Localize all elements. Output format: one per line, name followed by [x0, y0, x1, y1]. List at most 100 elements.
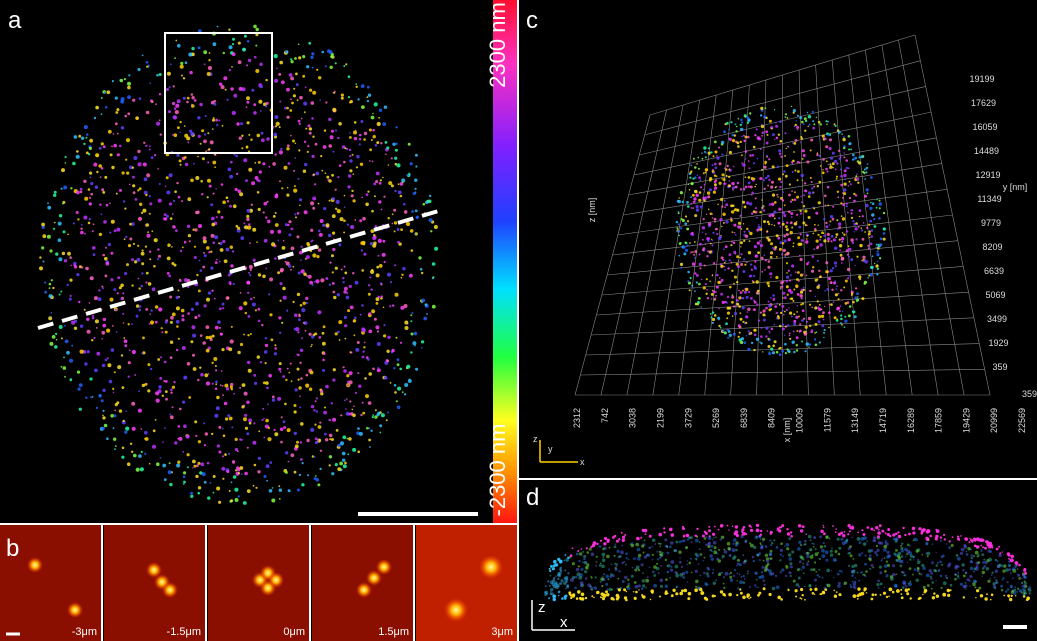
dot — [765, 559, 770, 563]
dot — [222, 51, 225, 55]
dot — [699, 179, 702, 182]
dot — [171, 312, 176, 317]
dot — [110, 219, 115, 224]
dot — [311, 455, 315, 458]
dot — [873, 218, 876, 221]
dot — [342, 281, 345, 284]
dot — [401, 273, 404, 276]
dot — [191, 96, 195, 100]
dot — [169, 320, 173, 324]
dot — [600, 562, 602, 565]
dot — [678, 197, 680, 199]
dot — [976, 545, 980, 549]
profile-line — [37, 208, 443, 330]
dot — [799, 257, 803, 262]
dot — [801, 158, 804, 160]
dot — [95, 105, 99, 110]
dot — [877, 587, 880, 589]
dot — [718, 181, 722, 185]
dot — [332, 378, 336, 382]
dot — [818, 575, 821, 578]
dot — [752, 162, 756, 165]
dot — [768, 592, 772, 597]
dot — [825, 221, 828, 225]
dot — [1008, 568, 1011, 571]
dot — [58, 325, 63, 329]
dot — [228, 347, 233, 352]
dot — [253, 103, 257, 107]
dot — [120, 297, 123, 300]
dot — [718, 162, 722, 166]
dot — [703, 146, 707, 150]
dot — [215, 380, 218, 384]
dot — [163, 217, 168, 221]
dot — [380, 142, 383, 145]
dot — [776, 311, 779, 314]
dot — [201, 193, 204, 196]
dot — [1000, 564, 1004, 568]
dot — [247, 291, 250, 294]
dot — [218, 260, 221, 263]
dot — [104, 358, 108, 362]
dot — [89, 276, 94, 281]
dot — [954, 577, 957, 581]
dot — [288, 371, 291, 374]
dot — [277, 239, 280, 242]
dot — [803, 182, 807, 185]
dot — [802, 123, 805, 125]
dot — [263, 238, 268, 243]
dot — [841, 571, 843, 573]
dot — [196, 464, 199, 468]
dot — [286, 147, 290, 151]
dot — [722, 329, 725, 333]
dot — [769, 255, 773, 259]
dot — [851, 574, 854, 577]
dot — [266, 137, 270, 141]
dot — [421, 301, 423, 304]
dot — [550, 592, 554, 596]
dot — [278, 362, 282, 366]
dot — [93, 296, 98, 301]
dot — [1019, 564, 1021, 567]
dot — [173, 381, 176, 384]
dot — [321, 50, 325, 54]
dot — [685, 546, 688, 550]
dot — [98, 164, 102, 168]
dot — [362, 216, 366, 221]
dot — [702, 218, 705, 221]
dot — [103, 423, 108, 428]
dot — [847, 547, 851, 550]
dot — [695, 281, 699, 284]
dot — [251, 181, 256, 186]
dot — [809, 176, 812, 179]
dot — [732, 556, 736, 560]
dot — [805, 240, 809, 244]
dot — [636, 536, 640, 541]
dot — [241, 473, 243, 475]
dot — [274, 432, 279, 437]
dot — [812, 232, 815, 235]
dot — [159, 133, 162, 136]
dot — [168, 86, 171, 89]
dot — [84, 232, 86, 235]
dot — [123, 238, 126, 241]
dot — [586, 551, 590, 554]
dot — [1012, 567, 1016, 571]
dot — [826, 288, 830, 291]
dot — [783, 170, 786, 173]
dot — [324, 172, 327, 174]
dot — [728, 333, 732, 337]
dot — [264, 362, 267, 365]
dot — [780, 311, 783, 314]
dot — [737, 324, 741, 328]
dot — [788, 557, 793, 561]
dot — [687, 183, 690, 185]
dot — [373, 317, 377, 321]
dot — [314, 437, 318, 441]
dot — [972, 555, 976, 558]
dot — [737, 225, 741, 229]
dot — [838, 581, 841, 585]
dot — [90, 192, 93, 196]
dot — [1005, 568, 1009, 572]
dot — [361, 105, 365, 109]
